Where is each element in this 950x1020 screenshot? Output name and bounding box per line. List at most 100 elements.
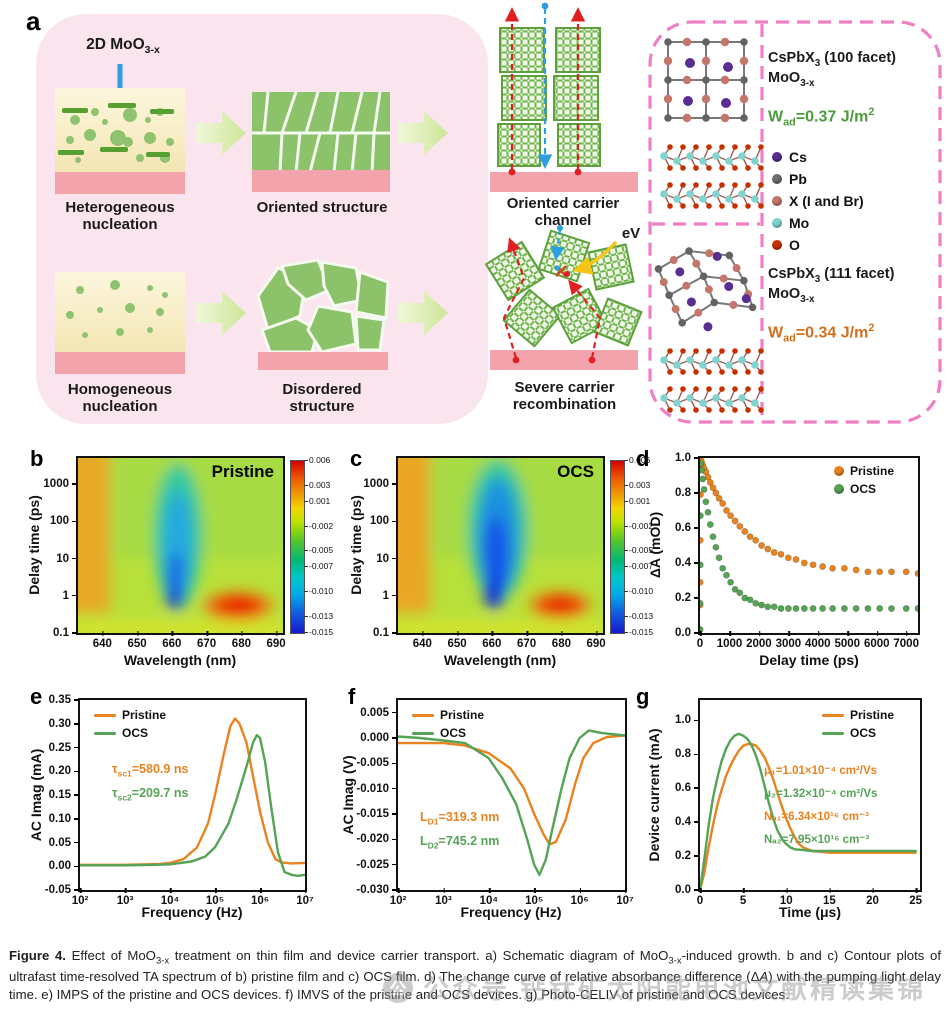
panel-d-label: d xyxy=(636,446,650,471)
imps-chart xyxy=(78,717,307,878)
y-tick-label: 100 xyxy=(29,515,77,527)
panel-e-xlabel: Frequency (Hz) xyxy=(141,904,243,920)
substrate-bar xyxy=(490,350,638,370)
panel-g-annotations: μ₁=1.01×10⁻⁴ cm²/Vs μ₂=1.32×10⁻⁴ cm²/Vs … xyxy=(764,760,877,852)
legend-item-mo: Mo xyxy=(772,214,864,232)
colorbar-tick-label: -0.013 xyxy=(623,610,654,621)
colorbar-tick-label: 0.006 xyxy=(303,455,331,465)
recombination-arrows xyxy=(502,225,618,364)
y-tick-label: 0.2 xyxy=(655,592,699,604)
ta-contour-pristine xyxy=(64,448,288,639)
legend-pristine: Pristine xyxy=(822,706,894,724)
panel-a-label: a xyxy=(26,6,41,36)
legend-ocs: OCS xyxy=(822,724,894,742)
series-OCS xyxy=(78,733,307,878)
tau-sc2-annotation: τsc2=209.7 ns xyxy=(112,786,189,803)
o-atom-icon xyxy=(772,240,782,250)
y-tick-label: 0.005 xyxy=(349,707,397,719)
y-tick-label: 0.4 xyxy=(655,557,699,569)
adhesion-energy-111: Wad=0.34 J/m2 xyxy=(768,322,875,345)
moo3-layer xyxy=(660,182,764,209)
y-tick-label: 10 xyxy=(29,553,77,565)
crystal-structure-100-facet xyxy=(663,37,749,123)
ld1-annotation: LD1=319.3 nm xyxy=(420,810,500,827)
panel-b-xlabel: Wavelength (nm) xyxy=(123,652,237,668)
y-tick-label: 0.05 xyxy=(37,837,79,849)
y-tick-label: -0.010 xyxy=(349,783,397,795)
x-tick-label: 0 xyxy=(696,631,704,650)
panel-b-label: b xyxy=(30,446,44,471)
legend-label: OCS xyxy=(850,726,877,740)
y-tick-label: -0.005 xyxy=(349,757,397,769)
series-Pristine xyxy=(396,734,627,846)
y-tick-label: 1000 xyxy=(349,478,397,490)
colorbar-tick-label: -0.013 xyxy=(303,610,334,621)
disordered-structure-graphic xyxy=(256,258,390,370)
y-tick-label: -0.025 xyxy=(349,859,397,871)
y-tick-label: 0.10 xyxy=(37,813,79,825)
na2-annotation: Nₐ₂=7.95×10¹⁶ cm⁻³ xyxy=(764,834,870,846)
ld2-annotation: LD2=745.2 nm xyxy=(420,834,500,851)
adhesion-energy-100: Wad=0.37 J/m2 xyxy=(768,106,875,129)
heterogeneous-nucleation-label: Heterogeneous nucleation xyxy=(65,199,175,233)
atom-legend: Cs Pb X (I and Br) Mo O xyxy=(772,148,864,254)
severe-recombination-label: Severe carrier recombination xyxy=(512,379,617,413)
deposition-arrow-icon xyxy=(112,64,128,107)
colorbar-tick-label: -0.007 xyxy=(623,561,654,572)
y-tick-label: 0.35 xyxy=(37,694,79,706)
x-tick-label: 10² xyxy=(389,888,407,907)
facet-111-moo3-label: MoO3-x xyxy=(768,286,815,305)
oriented-structure-label: Oriented structure xyxy=(256,199,388,216)
x-tick-label: 640 xyxy=(92,631,112,650)
colorbar-tick-label: 0.006 xyxy=(623,455,651,465)
legend-label: Pristine xyxy=(850,464,895,478)
colorbar-tick-label: 0.001 xyxy=(303,495,331,506)
panel-d-legend: Pristine OCS xyxy=(834,462,894,498)
x-tick-label: 25 xyxy=(909,888,923,907)
series-OCS xyxy=(696,459,922,633)
y-tick-label: 0.15 xyxy=(37,789,79,801)
y-tick-label: 0.000 xyxy=(349,732,397,744)
legend-ocs: OCS xyxy=(94,724,166,742)
y-tick-label: 0.00 xyxy=(37,860,79,872)
mu1-annotation: μ₁=1.01×10⁻⁴ cm²/Vs xyxy=(764,765,878,777)
x-tick-label: 5000 xyxy=(834,631,861,650)
x-tick-label: 5 xyxy=(739,888,747,907)
x-tick-label: 690 xyxy=(266,631,286,650)
x-tick-label: 10⁴ xyxy=(160,888,180,907)
series-OCS xyxy=(396,729,627,877)
decay-scatter-chart xyxy=(696,456,922,633)
legend-label: OCS xyxy=(122,726,149,740)
panel-g-plot xyxy=(698,698,922,892)
cs-atom-icon xyxy=(772,152,782,162)
celiv-chart xyxy=(698,732,917,892)
facet-100-label: CsPbX3 (100 facet) xyxy=(768,50,896,69)
substrate-bar xyxy=(252,170,390,192)
legend-label: Pristine xyxy=(440,708,485,722)
colorbar-tick-label: -0.007 xyxy=(303,561,334,572)
substrate-bar xyxy=(55,172,185,194)
pristine-line-icon xyxy=(412,713,434,717)
x-tick-label: 15 xyxy=(822,888,836,907)
legend-label: Pb xyxy=(789,171,807,187)
mo-atom-icon xyxy=(772,218,782,228)
x-tick-label: 3000 xyxy=(775,631,802,650)
x-tick-label: 6000 xyxy=(864,631,890,650)
ev-label: eV xyxy=(621,225,641,242)
x-tick-label: 10⁶ xyxy=(250,888,270,907)
panel-g-legend: Pristine OCS xyxy=(822,706,894,742)
x-tick-label: 10⁴ xyxy=(479,888,499,907)
panel-f-xlabel: Frequency (Hz) xyxy=(460,904,562,920)
substrate-bar xyxy=(490,172,638,192)
x-tick-label: 10⁷ xyxy=(616,888,634,907)
y-tick-label: 1.0 xyxy=(655,714,699,726)
moo3-layer xyxy=(660,348,764,375)
panel-b-title: Pristine xyxy=(211,462,274,481)
x-tick-label: 10⁵ xyxy=(205,888,225,907)
panel-g-label: g xyxy=(636,684,650,709)
oriented-carrier-channel-label: Oriented carrier channel xyxy=(506,195,620,229)
x-tick-label: 10 xyxy=(779,888,793,907)
oriented-carrier-channel-graphic xyxy=(490,2,638,192)
x-atom-icon xyxy=(772,196,782,206)
